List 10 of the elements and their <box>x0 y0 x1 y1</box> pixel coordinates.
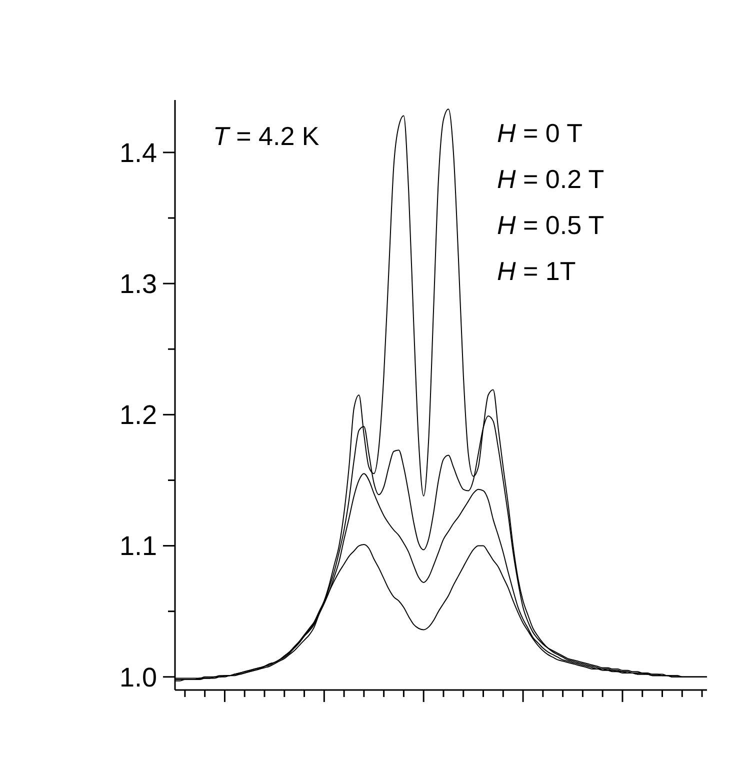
annotation: T = 4.2 K <box>213 121 320 151</box>
annotation: H = 0.2 T <box>497 164 604 194</box>
annotation: H = 0 T <box>497 118 583 148</box>
y-tick-label: 1.2 <box>119 400 157 430</box>
y-tick-label: 1.1 <box>119 531 157 562</box>
y-tick-label: 1.4 <box>119 138 157 168</box>
annotation: H = 1T <box>497 256 576 286</box>
annotation: H = 0.5 T <box>497 210 604 240</box>
y-tick-label: 1.0 <box>119 662 157 692</box>
y-tick-label: 1.3 <box>119 269 157 300</box>
